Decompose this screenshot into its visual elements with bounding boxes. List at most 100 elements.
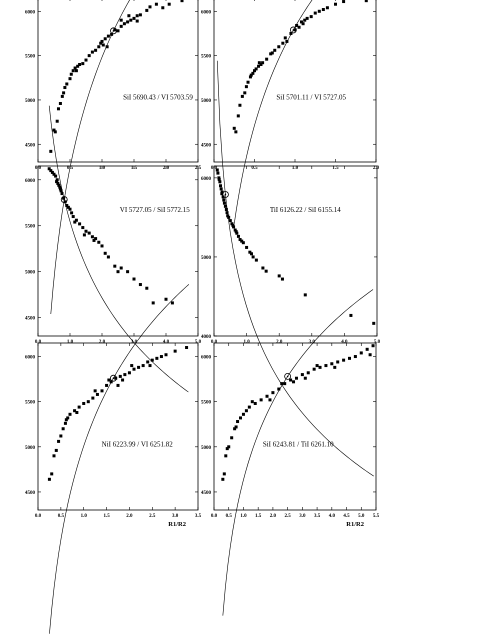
data-point [268,398,272,402]
data-point [264,269,268,273]
sun-marker [110,27,117,35]
data-point [103,251,107,255]
fit-curve [216,60,374,477]
data-point [349,313,353,317]
data-point [103,37,107,41]
data-point [180,0,184,3]
y-tick-label: 4500 [25,491,36,496]
data-point [148,364,152,368]
data-point [65,82,69,86]
y-tick-label: 5000 [25,446,36,451]
data-point [84,58,88,62]
data-point [251,71,255,75]
data-point [315,364,319,368]
x-tick-label: 4.0 [329,514,336,519]
data-point [342,0,346,4]
data-point [62,91,66,95]
data-point [138,283,142,287]
sun-marker [289,26,297,34]
data-point [135,14,139,18]
data-point [60,192,64,196]
data-point [247,405,251,409]
plot-frame [213,165,378,337]
plot-frame [37,342,199,511]
data-point [132,277,136,281]
data-point [232,126,236,130]
data-point [127,371,131,375]
data-point [292,380,296,384]
data-point [100,244,104,248]
x-tick-label: 4.0 [341,340,348,345]
data-point [126,20,130,24]
data-point [129,18,133,22]
x-tick-label: 2.0 [99,340,106,345]
data-point [47,167,51,171]
sun-marker-center [112,377,115,380]
x-tick-label: 2.0 [126,514,133,519]
plot-frame [213,0,377,163]
data-point [321,8,325,12]
data-point [253,401,257,405]
sun-marker-center [224,193,227,196]
data-point [244,85,248,89]
data-point [97,240,101,244]
y-tick-label: 6000 [201,177,212,182]
y-tick-label: 4500 [25,143,36,148]
panel-label: TiI 6126.22 / SiI 6155.14 [270,206,341,214]
data-point [68,207,72,211]
y-tick-label: 5500 [25,55,36,60]
data-point [52,454,56,458]
data-point [54,448,58,452]
data-point [257,61,261,65]
data-point [230,436,234,440]
data-point [132,16,136,20]
x-tick-label: 0.5 [226,514,233,519]
data-point [66,416,70,420]
data-point [342,358,346,362]
data-point [220,192,224,196]
data-point [119,24,123,28]
data-point [248,250,252,254]
x-tick-label: 1.5 [255,514,262,519]
data-point [150,358,154,362]
data-point [95,392,99,396]
data-point [118,374,122,378]
data-point [82,401,86,405]
y-tick-label: 5000 [201,256,212,261]
data-point [371,344,375,348]
data-point [226,214,230,218]
x-tick-label: 0.5 [58,514,65,519]
data-point [68,77,72,81]
x-tick-label: 4.5 [343,514,350,519]
data-point [283,382,287,386]
data-point [221,477,225,481]
y-tick-label: 6000 [25,179,36,184]
data-point [164,297,168,301]
panel-label: SiI 6243.81 / TiI 6261.10 [263,441,334,449]
x-tick-label: 3.0 [172,514,179,519]
x-tick-label: 4.0 [163,340,170,345]
data-point [113,264,117,268]
y-tick-label: 5500 [25,225,36,230]
data-point [246,80,250,84]
data-point [63,421,67,425]
data-point [233,228,237,232]
data-point [333,365,337,369]
x-tick-label: 2.5 [285,514,292,519]
panel-label: SiI 5701.11 / VI 5727.05 [276,94,346,102]
data-point [173,349,177,353]
y-tick-label: 6000 [25,10,36,15]
data-point [101,43,105,47]
x-tick-label: 5.5 [373,514,380,519]
data-point [57,439,61,443]
data-point [334,2,337,6]
data-point [277,274,281,278]
data-point [259,62,263,66]
x-tick-label: 1.0 [67,340,74,345]
data-point [59,189,63,193]
data-point [86,400,90,404]
